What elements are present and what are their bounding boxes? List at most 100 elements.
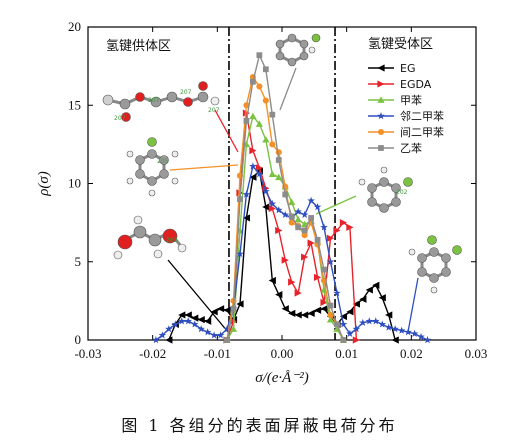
oxylene-methyl	[452, 245, 462, 255]
data-point	[269, 111, 276, 118]
data-point	[352, 336, 360, 344]
molecule-label: 203	[166, 237, 178, 244]
data-point	[294, 311, 302, 319]
legend-label: EG	[400, 62, 415, 75]
legend-label: EGDA	[400, 78, 432, 91]
data-point	[275, 291, 283, 299]
data-point	[210, 331, 218, 339]
ethyl-group	[311, 33, 321, 43]
data-point	[300, 210, 309, 218]
data-point	[313, 203, 322, 211]
atom	[299, 51, 309, 61]
data-point	[417, 332, 425, 341]
data-point	[352, 325, 361, 333]
data-point	[204, 317, 212, 325]
atom	[417, 267, 427, 277]
series-0	[165, 167, 399, 344]
data-point	[334, 321, 340, 328]
legend-entry: 间二甲苯	[368, 125, 444, 139]
data-point	[275, 149, 282, 156]
data-point	[288, 278, 296, 286]
data-point	[327, 302, 334, 309]
eg-oxygen	[162, 228, 178, 244]
data-point	[365, 317, 374, 325]
x-tick-label: -0.02	[139, 346, 166, 361]
data-point	[262, 97, 269, 104]
acceptor-region-label: 氢键受体区	[368, 37, 433, 52]
data-point	[410, 329, 419, 337]
atom	[429, 247, 439, 257]
y-tick-label: 5	[75, 254, 82, 269]
data-point	[333, 289, 341, 297]
data-point	[372, 281, 380, 289]
legend-label: 间二甲苯	[400, 125, 444, 139]
data-point	[377, 80, 385, 88]
data-point	[377, 112, 385, 120]
data-point	[281, 256, 289, 264]
atom	[287, 33, 297, 43]
data-point	[281, 305, 289, 313]
legend-entry: 乙苯	[368, 141, 422, 155]
data-point	[275, 206, 283, 214]
data-point	[216, 305, 225, 313]
data-point	[352, 300, 360, 308]
data-point	[242, 190, 251, 198]
data-point	[333, 226, 341, 235]
data-point	[377, 96, 385, 103]
data-point	[236, 249, 244, 258]
molecule-label: 207	[208, 107, 220, 114]
atom	[380, 166, 388, 174]
atom	[417, 253, 427, 263]
y-tick-label: 0	[75, 332, 82, 347]
atom	[358, 178, 366, 186]
data-point	[326, 234, 335, 242]
atom	[429, 273, 439, 283]
atom	[210, 96, 220, 106]
data-point	[269, 141, 276, 148]
data-point	[397, 326, 406, 334]
data-point	[275, 226, 283, 235]
data-point	[262, 136, 270, 143]
data-point	[282, 191, 289, 198]
data-point	[294, 289, 302, 297]
x-tick-label: 0.01	[335, 346, 358, 361]
data-point	[313, 273, 322, 281]
atom	[133, 225, 147, 239]
data-point	[236, 300, 244, 308]
donor-region-label: 氢键供体区	[106, 39, 171, 54]
chart-decor: 207 207 207 207 205 203 202	[102, 27, 462, 340]
atom	[308, 46, 316, 54]
data-point	[268, 170, 276, 177]
data-point	[249, 173, 257, 181]
data-point	[326, 316, 335, 323]
data-point	[378, 320, 386, 328]
data-point	[314, 236, 321, 243]
data-point	[327, 311, 334, 319]
data-point	[288, 309, 296, 317]
data-point	[165, 325, 173, 333]
data-point	[320, 223, 328, 231]
legend-label: 乙苯	[400, 141, 422, 155]
pointer-line	[315, 195, 357, 215]
data-point	[184, 317, 192, 325]
data-point	[165, 336, 173, 344]
data-point	[210, 308, 218, 316]
x-tick-label: -0.01	[204, 346, 231, 361]
data-point	[346, 223, 354, 231]
data-point	[255, 164, 263, 172]
atom	[391, 183, 401, 193]
oxylene-methyl	[427, 235, 437, 245]
data-point	[346, 308, 354, 316]
atom	[177, 243, 187, 253]
molecule-label: 207	[180, 89, 192, 96]
data-point	[152, 336, 160, 344]
series-1	[223, 109, 360, 344]
data-point	[340, 337, 347, 343]
egda-oxygen	[121, 112, 131, 122]
atom	[147, 149, 157, 159]
x-axis-label: σ/(e·Å⁻²)	[255, 370, 309, 386]
atom	[299, 39, 309, 49]
data-point	[256, 83, 263, 90]
data-point	[203, 328, 212, 336]
data-point	[268, 199, 277, 208]
